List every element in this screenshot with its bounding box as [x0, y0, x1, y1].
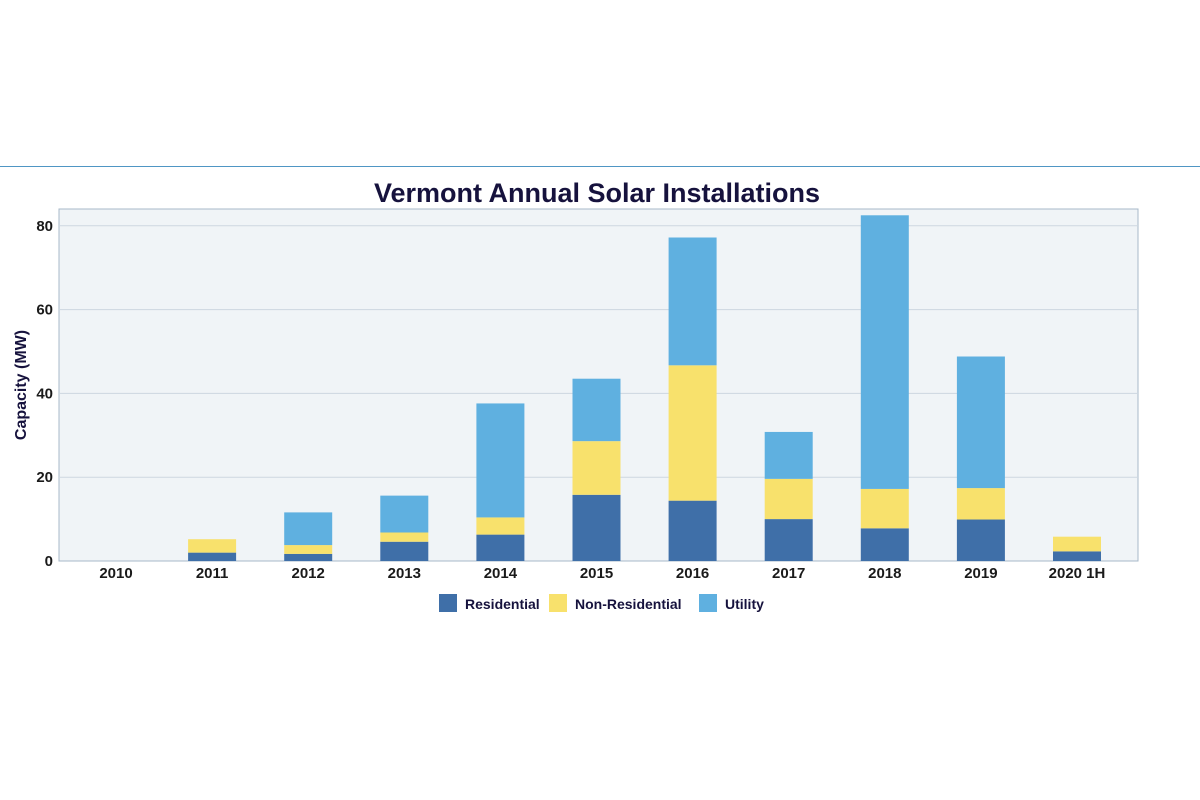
x-tick-label: 2014 — [484, 565, 518, 582]
bar-non-residential-2016 — [668, 365, 717, 501]
bar-residential-2012 — [284, 553, 333, 561]
bar-residential-2019 — [956, 519, 1005, 561]
bar-non-residential-2019 — [956, 488, 1005, 520]
bar-utility-2017 — [764, 431, 813, 479]
bar-utility-2015 — [572, 378, 621, 442]
bar-non-residential-2015 — [572, 441, 621, 495]
bar-non-residential-2017 — [764, 478, 813, 520]
bar-non-residential-2018 — [860, 488, 909, 529]
bar-utility-2012 — [284, 512, 333, 546]
bar-utility-2013 — [380, 495, 429, 533]
bar-residential-2018 — [860, 528, 909, 561]
bar-residential-2015 — [572, 494, 621, 561]
chart-title: Vermont Annual Solar Installations — [374, 178, 820, 208]
bar-utility-2016 — [668, 237, 717, 366]
bar-non-residential-2012 — [284, 545, 333, 554]
bar-residential-2014 — [476, 534, 525, 561]
x-tick-label: 2015 — [580, 565, 613, 582]
y-axis-ticks: 0 20 40 60 80 — [36, 218, 53, 570]
x-tick-label: 2013 — [388, 565, 421, 582]
legend-swatch-non-residential — [549, 594, 567, 612]
x-tick-label: 2010 — [99, 565, 132, 582]
bar-residential-2016 — [668, 500, 717, 561]
y-tick-label: 80 — [36, 218, 53, 235]
x-tick-label: 2012 — [292, 565, 325, 582]
bar-utility-2019 — [956, 356, 1005, 489]
bar-residential-2017 — [764, 519, 813, 561]
y-tick-label: 40 — [36, 385, 53, 402]
y-tick-label: 0 — [45, 553, 53, 570]
x-tick-label: 2016 — [676, 565, 709, 582]
legend-label-utility: Utility — [725, 596, 764, 612]
x-tick-label: 2020 1H — [1049, 565, 1106, 582]
bar-non-residential-2020-1h — [1053, 536, 1101, 552]
y-tick-label: 20 — [36, 469, 53, 486]
bar-non-residential-2014 — [476, 517, 525, 535]
legend-swatch-utility — [699, 594, 717, 612]
x-tick-label: 2011 — [196, 565, 229, 582]
legend: Residential Non-Residential Utility — [439, 594, 764, 612]
bar-utility-2014 — [476, 403, 525, 518]
bars — [188, 215, 1101, 561]
x-tick-label: 2017 — [772, 565, 805, 582]
legend-swatch-residential — [439, 594, 457, 612]
bar-residential-2020-1h — [1053, 551, 1101, 561]
x-axis-ticks: 2010 2011 2012 2013 2014 2015 2016 2017 2018 2019… — [99, 565, 1105, 582]
x-tick-label: 2019 — [964, 565, 997, 582]
bar-non-residential-2013 — [380, 532, 429, 542]
y-tick-label: 60 — [36, 302, 53, 319]
bar-residential-2013 — [380, 541, 429, 561]
bar-residential-2011 — [188, 552, 237, 561]
legend-label-residential: Residential — [465, 596, 540, 612]
top-divider-line — [0, 166, 1200, 167]
bar-non-residential-2011 — [188, 539, 237, 553]
bar-utility-2018 — [860, 215, 909, 489]
x-tick-label: 2018 — [868, 565, 901, 582]
legend-label-non-residential: Non-Residential — [575, 596, 682, 612]
y-axis-label: Capacity (MW) — [13, 330, 30, 440]
